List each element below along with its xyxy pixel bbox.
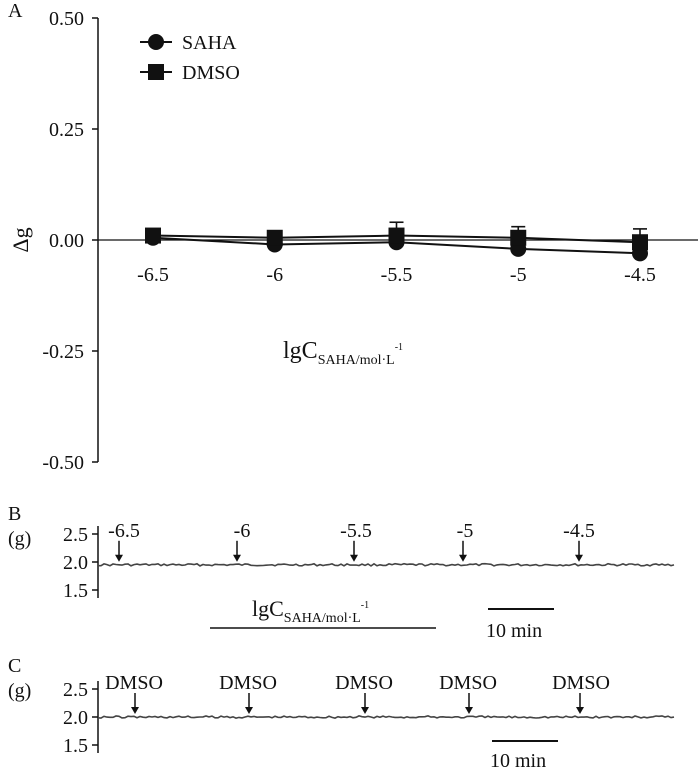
- arrow-label: DMSO: [219, 672, 277, 694]
- arrow-label: -6.5: [108, 520, 140, 542]
- x-axis-label: lgCSAHA/mol·L-1: [283, 338, 403, 368]
- x-tick-label: -4.5: [624, 264, 656, 286]
- panel-label-c: C: [8, 655, 21, 677]
- trace-y-tick-label: 2.0: [63, 707, 88, 729]
- arrow-head: [361, 707, 369, 714]
- arrow-head: [350, 554, 358, 562]
- trace-y-tick-label: 1.5: [63, 735, 88, 757]
- legend-label-dmso: DMSO: [182, 62, 240, 84]
- legend-marker-saha: [148, 34, 164, 50]
- arrow-head: [131, 707, 139, 714]
- panel-label-a: A: [8, 0, 23, 22]
- arrow-label: -5.5: [340, 520, 372, 542]
- arrow-label: DMSO: [552, 672, 610, 694]
- arrow-label: -4.5: [563, 520, 595, 542]
- y-tick-label: 0.00: [49, 230, 84, 252]
- legend-marker-dmso: [148, 64, 164, 80]
- y-tick-label: -0.50: [42, 452, 84, 474]
- point-dmso: [388, 227, 405, 244]
- y-tick-label: 0.25: [49, 119, 84, 141]
- point-dmso: [510, 229, 527, 246]
- x-tick-label: -6: [266, 264, 283, 286]
- trace-y-tick-label: 2.5: [63, 524, 88, 546]
- panel-b-xlabel: lgCSAHA/mol·L-1: [252, 596, 369, 626]
- arrow-label: DMSO: [335, 672, 393, 694]
- point-dmso: [632, 234, 648, 251]
- arrow-label: DMSO: [105, 672, 163, 694]
- tension-trace: [98, 562, 675, 567]
- legend-label-saha: SAHA: [182, 32, 237, 54]
- arrow-head: [459, 554, 467, 562]
- arrow-head: [233, 554, 241, 562]
- panel-b-scale-label: 10 min: [486, 620, 542, 642]
- x-tick-label: -6.5: [137, 264, 169, 286]
- panel-label-b: B: [8, 503, 21, 525]
- arrow-head: [465, 707, 473, 714]
- panel-b-ylabel: (g): [8, 528, 31, 550]
- arrow-label: -5: [457, 520, 474, 542]
- arrow-head: [576, 707, 584, 714]
- legend: SAHA DMSO: [140, 32, 240, 84]
- arrow-head: [115, 554, 123, 562]
- arrow-label: -6: [234, 520, 251, 542]
- trace-y-tick-label: 2.5: [63, 679, 88, 701]
- y-axis-label: Δg: [8, 227, 33, 252]
- x-tick-label: -5: [510, 264, 527, 286]
- point-dmso: [266, 229, 283, 246]
- tension-trace: [97, 715, 675, 719]
- trace-y-tick-label: 2.0: [63, 552, 88, 574]
- y-tick-label: 0.50: [49, 8, 84, 30]
- panel-c-ylabel: (g): [8, 680, 31, 702]
- arrow-head: [245, 707, 253, 714]
- point-dmso: [145, 227, 161, 244]
- panel-a-chart: 0.500.250.00-0.25-0.50 -6.5 -6 -5.5 -5 -4.5 …: [8, 8, 698, 474]
- panel-c-scale-label: 10 min: [490, 750, 546, 770]
- trace-y-tick-label: 1.5: [63, 580, 88, 602]
- arrow-label: DMSO: [439, 672, 497, 694]
- panel-c-trace: 2.5 2.0 1.5 DMSO DMSO DMSO DMSO DMSO: [63, 672, 675, 757]
- y-tick-label: -0.25: [42, 341, 84, 363]
- arrow-head: [575, 554, 583, 562]
- x-tick-label: -5.5: [381, 264, 413, 286]
- panel-b-trace: 2.5 2.0 1.5 -6.5 -6 -5.5 -5 -4.5: [63, 520, 675, 602]
